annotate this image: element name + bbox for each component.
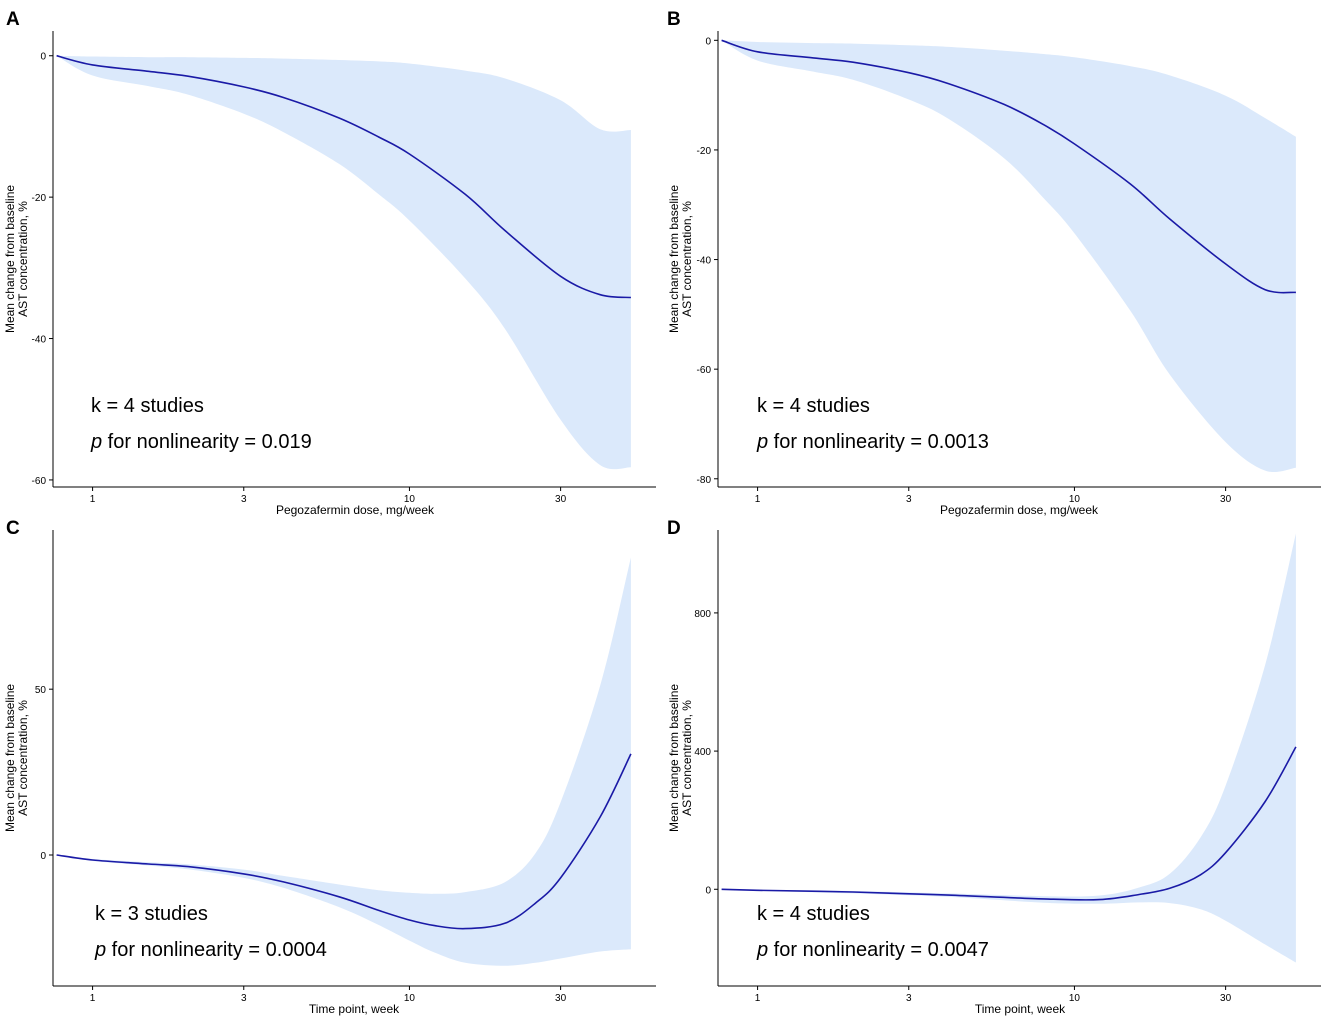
- y-axis-label-line2: AST concentration, %: [16, 700, 30, 816]
- x-axis-label: Pegozafermin dose, mg/week: [940, 503, 1099, 517]
- confidence-band: [721, 533, 1296, 963]
- mean-curve: [56, 54, 631, 299]
- confidence-band: [56, 55, 631, 470]
- panel-letter: C: [6, 518, 20, 539]
- x-tick-label: 1: [755, 494, 761, 505]
- y-tick-label: 0: [705, 885, 711, 896]
- panel-letter: A: [6, 9, 20, 30]
- x-tick-label: 30: [555, 494, 567, 505]
- y-tick-label: -80: [697, 475, 712, 486]
- k-annotation: k = 4 studies: [91, 395, 204, 417]
- x-ticks: 1 3 10 30: [90, 986, 567, 1004]
- x-tick-label: 10: [1069, 494, 1081, 505]
- y-tick-label: -40: [697, 256, 712, 267]
- y-tick-label: -60: [32, 476, 47, 487]
- y-ticks: 0 -20 -40 -60 -80: [697, 36, 718, 486]
- x-tick-label: 10: [404, 993, 416, 1004]
- y-tick-label: 800: [694, 609, 711, 620]
- y-tick-label: -20: [32, 193, 47, 204]
- k-annotation: k = 3 studies: [95, 903, 208, 925]
- x-tick-label: 30: [1220, 993, 1232, 1004]
- x-ticks: 1 3 10 30: [90, 487, 567, 505]
- x-ticks: 1 3 10 30: [755, 986, 1232, 1004]
- x-tick-label: 1: [90, 494, 96, 505]
- y-axis-label-line1: Mean change from baseline: [667, 185, 681, 333]
- y-tick-label: 0: [705, 36, 711, 47]
- x-tick-label: 3: [906, 494, 912, 505]
- x-tick-label: 30: [1220, 494, 1232, 505]
- panel-a: A 0 -20 -40 -60 1 3 10 30 Pegozafermin dose, m…: [3, 9, 656, 517]
- x-tick-label: 1: [90, 993, 96, 1004]
- y-tick-label: -20: [697, 146, 712, 157]
- x-tick-label: 10: [404, 494, 416, 505]
- confidence-band: [56, 557, 631, 966]
- confidence-band: [721, 40, 1296, 473]
- y-axis-label-line1: Mean change from baseline: [3, 684, 17, 832]
- x-tick-label: 1: [755, 993, 761, 1004]
- mean-curve: [721, 746, 1297, 901]
- p-annotation: p for nonlinearity = 0.0004: [94, 939, 327, 961]
- y-tick-label: -60: [697, 365, 712, 376]
- x-axis-label: Pegozafermin dose, mg/week: [276, 503, 435, 517]
- mean-curve: [56, 753, 632, 930]
- panel-letter: B: [667, 9, 681, 30]
- x-axis-label: Time point, week: [309, 1002, 400, 1016]
- y-ticks: 0 50: [35, 685, 53, 862]
- x-tick-label: 30: [555, 993, 567, 1004]
- panel-b: B 0 -20 -40 -60 -80 1 3 10 30 Pegozafermin dose…: [667, 9, 1321, 517]
- x-tick-label: 3: [241, 993, 247, 1004]
- k-annotation: k = 4 studies: [757, 395, 870, 417]
- y-axis-label-line2: AST concentration, %: [16, 201, 30, 317]
- y-tick-label: 0: [40, 851, 46, 862]
- panel-d: D 0 400 800 1 3 10 30 Time point, week Mean c…: [667, 518, 1321, 1016]
- p-annotation: p for nonlinearity = 0.0013: [756, 431, 989, 453]
- y-tick-label: 400: [694, 747, 711, 758]
- y-ticks: 0 -20 -40 -60: [32, 52, 53, 487]
- y-tick-label: -40: [32, 335, 47, 346]
- panel-c: C 0 50 1 3 10 30 Time point, week Mean chang…: [3, 518, 656, 1016]
- y-tick-label: 0: [40, 52, 46, 63]
- x-ticks: 1 3 10 30: [755, 487, 1232, 505]
- panel-letter: D: [667, 518, 681, 539]
- y-ticks: 0 400 800: [694, 609, 718, 896]
- x-tick-label: 10: [1069, 993, 1081, 1004]
- k-annotation: k = 4 studies: [757, 903, 870, 925]
- x-tick-label: 3: [241, 494, 247, 505]
- p-annotation: p for nonlinearity = 0.0047: [756, 939, 989, 961]
- y-axis-label-line1: Mean change from baseline: [667, 684, 681, 832]
- mean-curve: [721, 39, 1296, 294]
- y-axis-label-line1: Mean change from baseline: [3, 185, 17, 333]
- x-axis-label: Time point, week: [975, 1002, 1066, 1016]
- p-annotation: p for nonlinearity = 0.019: [90, 431, 312, 453]
- x-tick-label: 3: [906, 993, 912, 1004]
- y-tick-label: 50: [35, 685, 47, 696]
- y-axis-label-line2: AST concentration, %: [680, 201, 694, 317]
- y-axis-label-line2: AST concentration, %: [680, 700, 694, 816]
